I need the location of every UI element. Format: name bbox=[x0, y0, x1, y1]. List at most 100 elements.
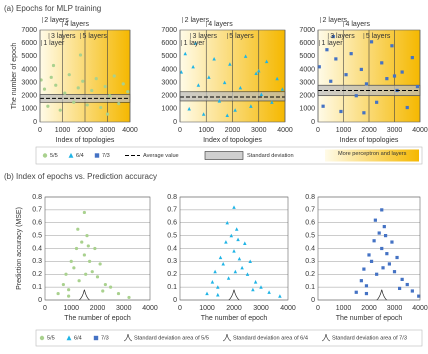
x-tick-label: 1000 bbox=[336, 305, 352, 312]
x-axis-title: Index of topologies bbox=[340, 137, 399, 144]
y-tick-label: 7000 bbox=[21, 27, 37, 34]
point bbox=[385, 77, 389, 81]
point bbox=[256, 68, 261, 73]
point bbox=[385, 252, 389, 256]
y-tick-label: 0.3 bbox=[167, 258, 177, 265]
point bbox=[212, 56, 216, 61]
x-tick-label: 3000 bbox=[253, 305, 269, 312]
point bbox=[85, 103, 89, 107]
y-tick-label: 0.1 bbox=[32, 284, 42, 291]
point bbox=[85, 234, 89, 238]
legend-label: 7/3 bbox=[101, 335, 109, 341]
point bbox=[417, 294, 421, 298]
point bbox=[88, 259, 92, 263]
point bbox=[76, 227, 80, 231]
y-tick-label: 0.5 bbox=[167, 232, 177, 239]
point bbox=[238, 85, 243, 90]
y-tick-label: 0 bbox=[173, 119, 177, 126]
point bbox=[51, 63, 56, 68]
y-tick-label: 1000 bbox=[21, 106, 37, 113]
point bbox=[74, 246, 79, 251]
point bbox=[224, 240, 228, 244]
y-tick-label: 0 bbox=[311, 297, 315, 304]
point bbox=[267, 290, 271, 294]
point bbox=[380, 246, 384, 251]
point bbox=[213, 269, 217, 274]
point bbox=[240, 265, 244, 270]
x-tick-label: 3000 bbox=[387, 305, 403, 312]
point bbox=[58, 108, 62, 112]
y-tick-label: 0 bbox=[38, 297, 42, 304]
point bbox=[237, 256, 242, 261]
x-tick-label: 4000 bbox=[412, 305, 428, 312]
point bbox=[232, 249, 236, 253]
point bbox=[93, 246, 97, 251]
point bbox=[369, 259, 374, 263]
legend-label: Standard deviation area of 6/4 bbox=[233, 335, 308, 341]
y-tick-label: 0 bbox=[33, 119, 37, 126]
annotation: 1 layer bbox=[322, 40, 344, 47]
y-tick-label: 0.7 bbox=[167, 207, 177, 214]
point bbox=[69, 259, 73, 263]
point bbox=[201, 112, 206, 116]
point bbox=[253, 280, 258, 284]
point bbox=[251, 287, 255, 292]
x-tick-label: 0 bbox=[316, 127, 320, 134]
legend-icon bbox=[204, 151, 244, 160]
point bbox=[234, 227, 239, 231]
point bbox=[233, 108, 237, 112]
point bbox=[72, 100, 76, 104]
annotation: 2 layers bbox=[44, 17, 69, 24]
legend-label: 5/5 bbox=[47, 335, 55, 341]
point bbox=[46, 104, 50, 108]
point bbox=[90, 270, 94, 274]
x-tick-label: 2000 bbox=[77, 127, 93, 134]
x-tick-label: 1000 bbox=[199, 305, 215, 312]
y-tick-label: 6000 bbox=[21, 40, 37, 47]
point bbox=[259, 285, 263, 289]
point bbox=[63, 91, 67, 95]
legend-box bbox=[35, 329, 423, 347]
point bbox=[99, 105, 103, 110]
point bbox=[264, 59, 269, 64]
x-tick-label: 1000 bbox=[63, 305, 79, 312]
x-tick-label: 3000 bbox=[387, 127, 403, 134]
point bbox=[275, 76, 279, 81]
point bbox=[108, 94, 112, 98]
point bbox=[331, 34, 335, 39]
legend-label: 6/4 bbox=[74, 335, 82, 341]
point bbox=[259, 92, 264, 96]
panel-title: (b) Index of epochs vs. Prediction accur… bbox=[4, 172, 157, 181]
x-tick-label: 0 bbox=[38, 127, 42, 134]
point bbox=[86, 244, 90, 248]
point bbox=[103, 282, 107, 287]
legend-marker bbox=[66, 335, 72, 341]
legend-label: Standard deviation area of 5/5 bbox=[134, 335, 209, 341]
point bbox=[243, 54, 248, 58]
point bbox=[218, 255, 223, 260]
y-tick-label: 1000 bbox=[161, 106, 177, 113]
point bbox=[56, 291, 60, 296]
point bbox=[217, 99, 222, 103]
y-tick-label: 7000 bbox=[161, 27, 177, 34]
annotation: 4 layers bbox=[208, 21, 233, 28]
x-axis-title: Index of topologies bbox=[56, 137, 115, 144]
legend-icon bbox=[325, 149, 419, 162]
point bbox=[183, 51, 188, 56]
annotation: 3 layers bbox=[193, 33, 218, 40]
y-tick-label: 2000 bbox=[299, 93, 315, 100]
point bbox=[121, 82, 125, 86]
point bbox=[95, 275, 100, 279]
point bbox=[221, 262, 225, 266]
point bbox=[117, 102, 121, 106]
annotation: 2 layers bbox=[185, 17, 210, 24]
point bbox=[229, 233, 234, 238]
x-axis-title: The number of epoch bbox=[201, 315, 268, 322]
x-tick-label: 4000 bbox=[280, 305, 296, 312]
point bbox=[354, 290, 358, 294]
y-tick-label: 0 bbox=[311, 119, 315, 126]
point bbox=[270, 100, 274, 104]
point bbox=[375, 272, 379, 276]
point bbox=[405, 282, 409, 287]
legend-marker bbox=[94, 153, 100, 158]
